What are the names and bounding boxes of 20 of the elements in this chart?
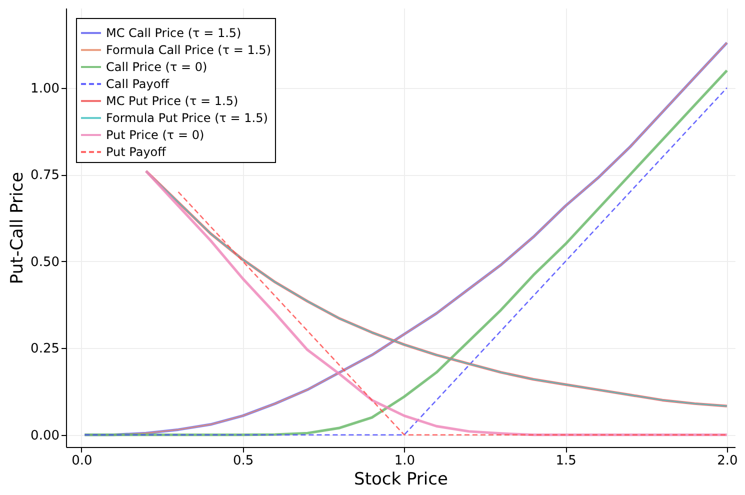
y-tick-label: 1.00	[30, 81, 60, 96]
legend-label: Formula Call Price (τ = 1.5)	[106, 43, 271, 57]
legend-label: Call Price (τ = 0)	[106, 60, 208, 74]
legend-label: MC Put Price (τ = 1.5)	[106, 94, 238, 108]
x-tick-label: 1.5	[556, 454, 576, 468]
x-tick-label: 1.0	[394, 454, 416, 468]
y-tick-label: 0.25	[30, 342, 60, 357]
x-tick-label: 0.5	[233, 454, 254, 468]
y-axis-title: Put-Call Price	[8, 172, 28, 284]
y-tick-label: 0.00	[30, 428, 60, 444]
y-tick-label: 0.50	[30, 254, 60, 270]
x-tick-label: 0.0	[72, 454, 92, 468]
x-axis-title: Stock Price	[354, 470, 448, 490]
legend-label: MC Call Price (τ = 1.5)	[106, 26, 242, 40]
legend-label: Put Price (τ = 0)	[106, 128, 204, 142]
legend-label: Formula Put Price (τ = 1.5)	[106, 111, 268, 125]
legend-label: Call Payoff	[106, 77, 170, 91]
legend-label: Put Payoff	[106, 145, 167, 159]
x-tick-label: 2.0	[717, 454, 738, 468]
y-tick-label: 0.75	[30, 168, 60, 184]
